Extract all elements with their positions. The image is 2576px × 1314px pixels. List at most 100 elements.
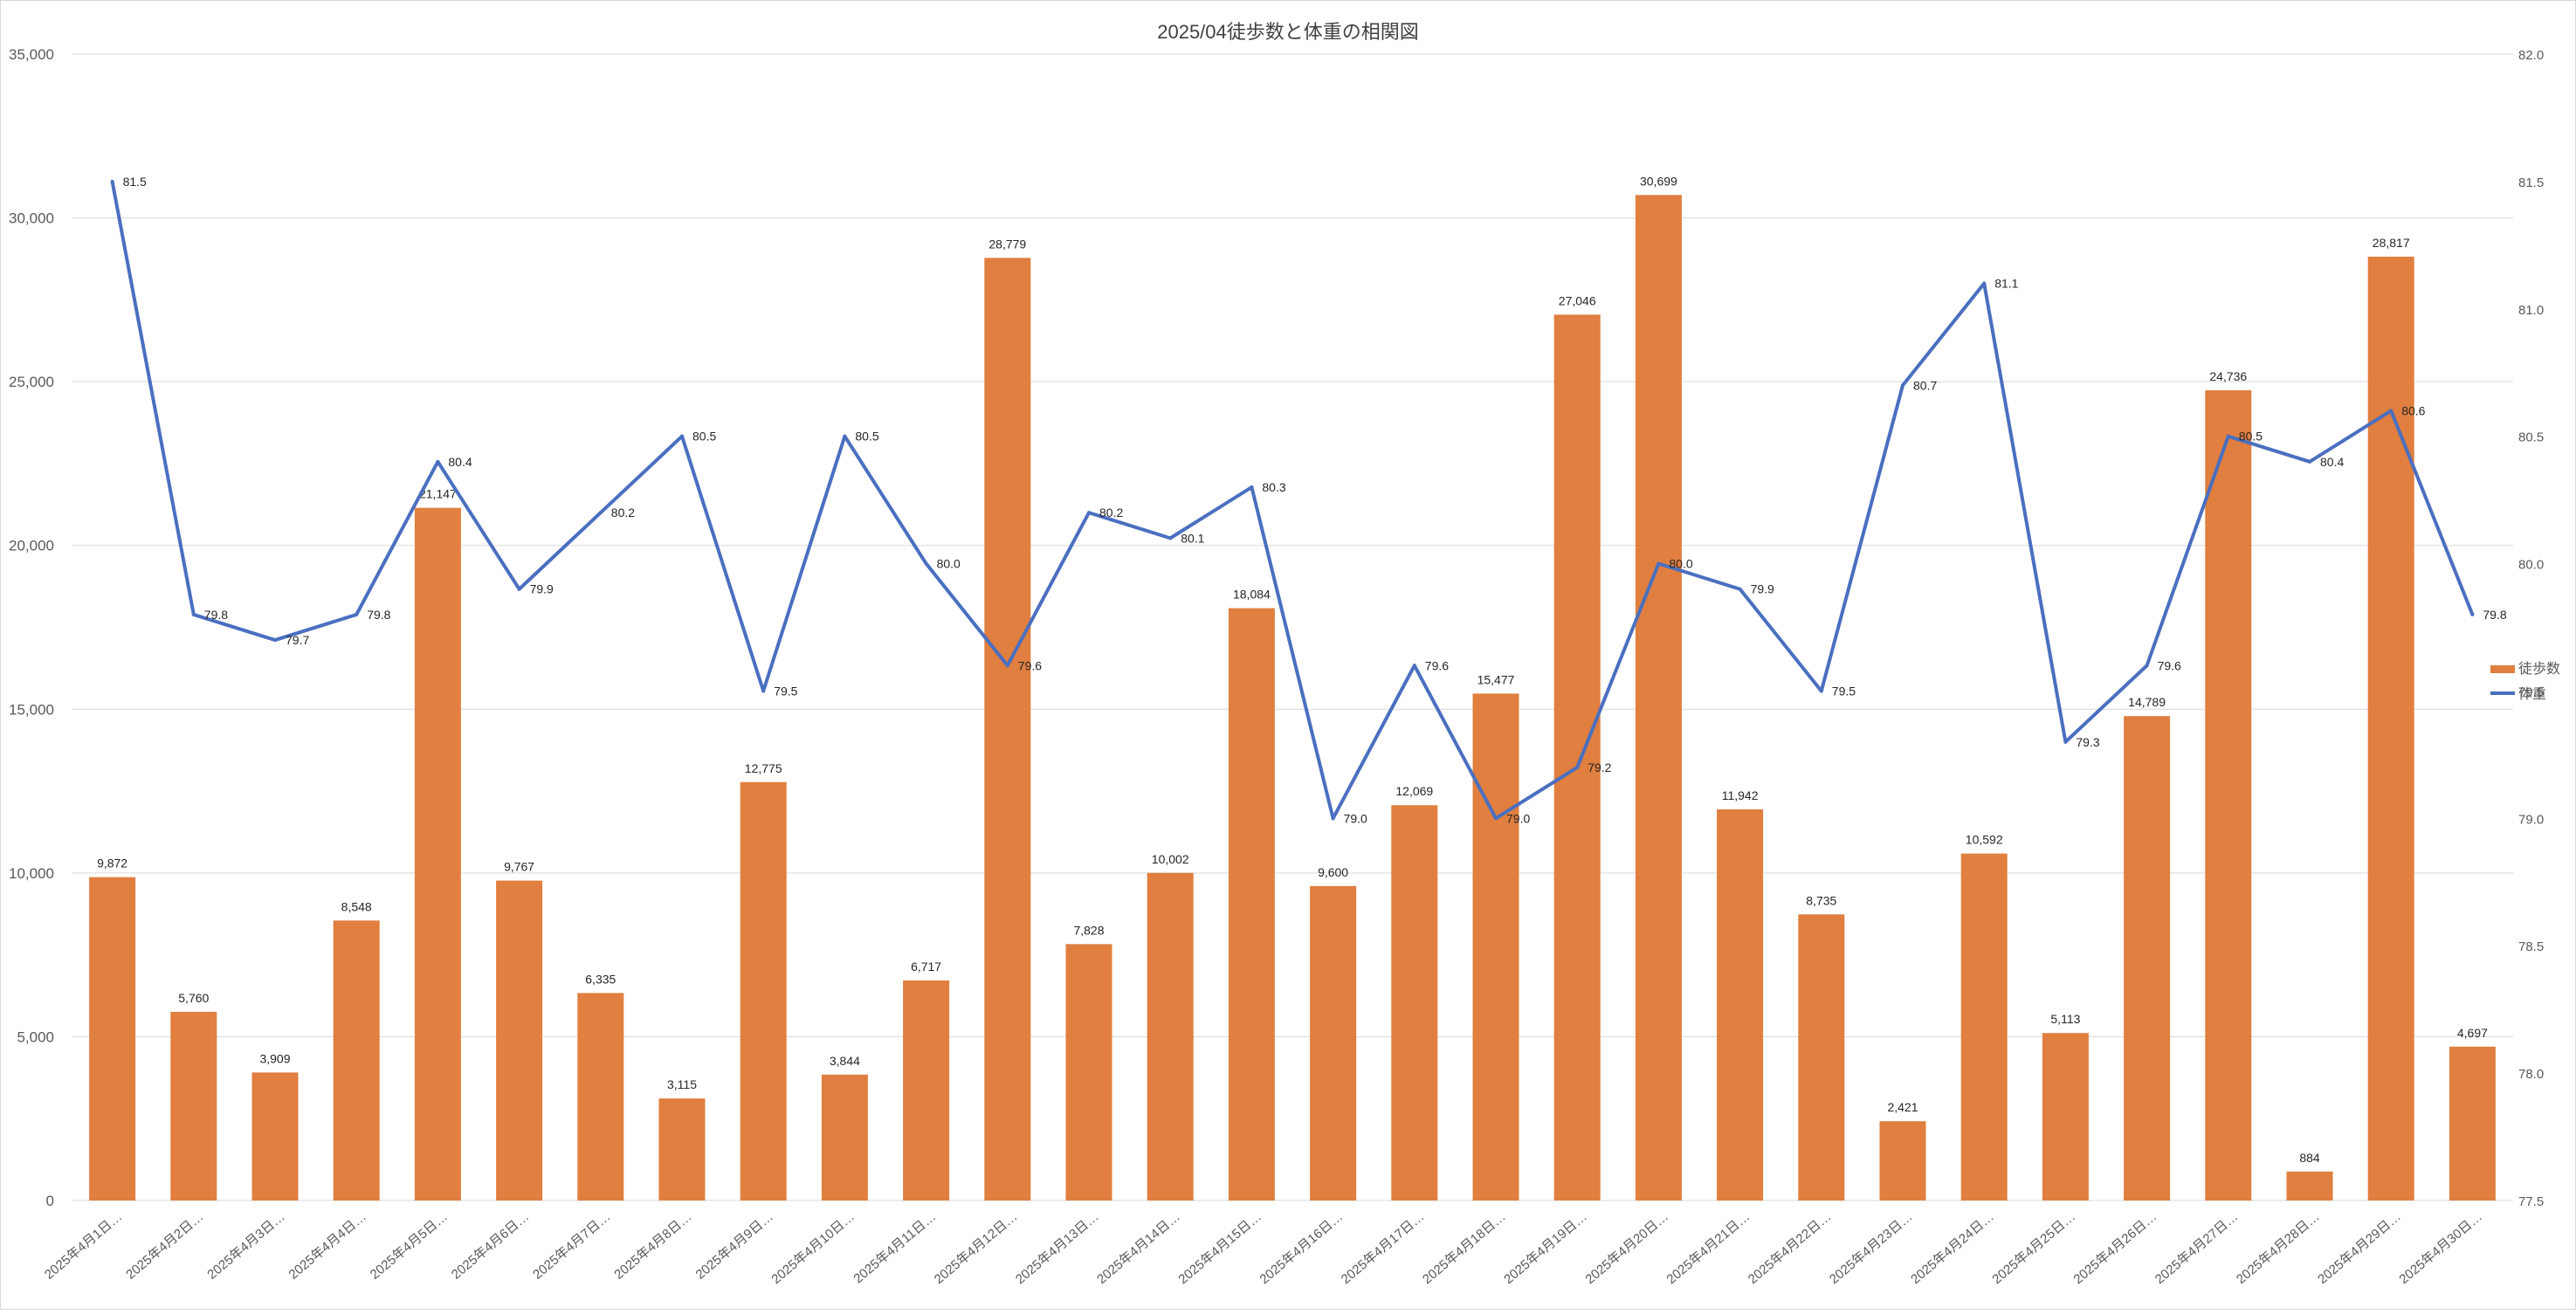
y-left-tick-label: 30,000 [9, 210, 54, 227]
bar-data-label: 9,767 [504, 860, 534, 874]
line-point [2145, 664, 2149, 668]
y-left-tick-label: 10,000 [9, 865, 54, 882]
bar [1798, 914, 1845, 1200]
x-tick-label: 2025年4月1日… [42, 1209, 125, 1283]
line-data-label: 79.8 [2483, 608, 2506, 622]
line-point [1087, 511, 1091, 515]
x-tick-label: 2025年4月25日… [1989, 1209, 2078, 1287]
x-tick-label: 2025年4月27日… [2152, 1209, 2242, 1287]
y-right-tick-label: 80.0 [2518, 558, 2544, 573]
bar-data-label: 14,789 [2128, 695, 2166, 709]
bar [1879, 1121, 1926, 1200]
line-point [1901, 383, 1904, 388]
y-left-tick-label: 5,000 [17, 1028, 54, 1045]
legend-label-weight: 体重 [2518, 686, 2546, 702]
x-tick-label: 2025年4月29日… [2315, 1209, 2404, 1287]
y-axis-left: 0 5,000 10,000 15,000 20,000 25,000 30,000 35,0… [9, 46, 54, 1209]
x-tick-label: 2025年4月6日… [449, 1209, 532, 1283]
bar-data-label: 21,147 [419, 487, 457, 501]
line-point [1982, 281, 1987, 286]
bar-data-label: 5,760 [178, 991, 209, 1005]
line-data-label: 81.1 [1994, 277, 2018, 291]
line-point [1575, 765, 1580, 769]
x-tick-label: 2025年4月24日… [1908, 1209, 1997, 1287]
y-left-tick-label: 15,000 [9, 701, 54, 718]
x-tick-label: 2025年4月17日… [1339, 1209, 1428, 1287]
y-right-tick-label: 81.0 [2518, 303, 2544, 318]
line-data-label: 79.7 [286, 633, 309, 647]
chart-title: 2025/04徒歩数と体重の相関図 [1157, 21, 1419, 43]
line-data-label: 79.6 [1425, 658, 1449, 672]
bar-data-label: 24,736 [2209, 369, 2247, 383]
x-tick-label: 2025年4月5日… [368, 1209, 451, 1283]
line-point [355, 612, 359, 616]
line-point [924, 561, 928, 566]
bar-data-label: 8,548 [341, 899, 372, 913]
x-tick-label: 2025年4月10日… [768, 1209, 858, 1287]
line-data-label: 79.8 [204, 608, 228, 622]
x-tick-label: 2025年4月30日… [2396, 1209, 2485, 1287]
line-point [1005, 664, 1009, 668]
bar [984, 258, 1031, 1201]
x-tick-label: 2025年4月8日… [611, 1209, 694, 1283]
line-data-label: 80.7 [1913, 378, 1937, 392]
weight-line [110, 181, 2475, 821]
bar-data-label: 9,600 [1318, 865, 1348, 879]
bar [1960, 853, 2008, 1200]
bar [2042, 1033, 2089, 1200]
line-point [1250, 485, 1254, 490]
line-point [273, 638, 277, 643]
x-tick-label: 2025年4月18日… [1420, 1209, 1509, 1287]
x-tick-label: 2025年4月12日… [932, 1209, 1021, 1287]
bar-data-label: 27,046 [1559, 293, 1596, 307]
bar-data-label: 10,002 [1152, 852, 1189, 866]
line-data-label: 80.4 [2320, 455, 2344, 469]
line-data-label: 79.6 [1018, 658, 1042, 672]
y-right-tick-label: 78.5 [2518, 939, 2544, 954]
bar-data-label: 8,735 [1806, 893, 1836, 907]
y-left-tick-label: 20,000 [9, 538, 54, 554]
line-data-label: 79.0 [1344, 811, 1367, 825]
line-point [1494, 816, 1498, 821]
x-tick-label: 2025年4月3日… [204, 1209, 287, 1283]
line-data-label: 80.3 [1262, 480, 1285, 494]
line-data-label: 80.5 [855, 430, 878, 444]
bar [2286, 1171, 2333, 1200]
x-tick-label: 2025年4月14日… [1094, 1209, 1183, 1287]
bar [1472, 693, 1519, 1200]
x-tick-label: 2025年4月16日… [1257, 1209, 1347, 1287]
bar-data-label: 884 [2299, 1151, 2320, 1165]
x-tick-label: 2025年4月2日… [123, 1209, 206, 1283]
bar [821, 1074, 868, 1200]
line-point [436, 459, 440, 464]
y-axis-right: 77.5 78.0 78.5 79.0 79.5 80.0 80.5 81.0 81.5 82.0 [2518, 48, 2544, 1209]
line-point [598, 511, 603, 515]
bar [333, 920, 380, 1200]
x-tick-label: 2025年4月22日… [1746, 1209, 1835, 1287]
bar-data-label: 30,699 [1640, 174, 1677, 188]
line-point [843, 434, 847, 438]
bar [1391, 805, 1438, 1200]
line-point [1412, 664, 1416, 668]
bar [577, 993, 624, 1200]
line-point [2470, 612, 2475, 616]
line-data-label: 79.5 [774, 684, 797, 698]
line-point [2063, 740, 2068, 744]
legend-swatch-steps [2490, 665, 2515, 673]
line-data-label: 81.5 [123, 175, 147, 189]
bar-data-label: 18,084 [1233, 588, 1271, 602]
bar [2124, 716, 2171, 1200]
x-tick-label: 2025年4月26日… [2071, 1209, 2160, 1287]
bar [1228, 608, 1275, 1200]
bar-data-label: 28,817 [2373, 236, 2410, 250]
bar [2367, 256, 2414, 1201]
line-point [1656, 561, 1661, 566]
bar-data-label: 12,775 [745, 761, 782, 775]
bar-data-label: 6,335 [585, 972, 616, 986]
y-right-tick-label: 82.0 [2518, 48, 2544, 63]
bar-data-label: 10,592 [1966, 833, 2003, 847]
x-tick-label: 2025年4月20日… [1582, 1209, 1671, 1287]
bar-data-label: 3,115 [667, 1077, 697, 1091]
